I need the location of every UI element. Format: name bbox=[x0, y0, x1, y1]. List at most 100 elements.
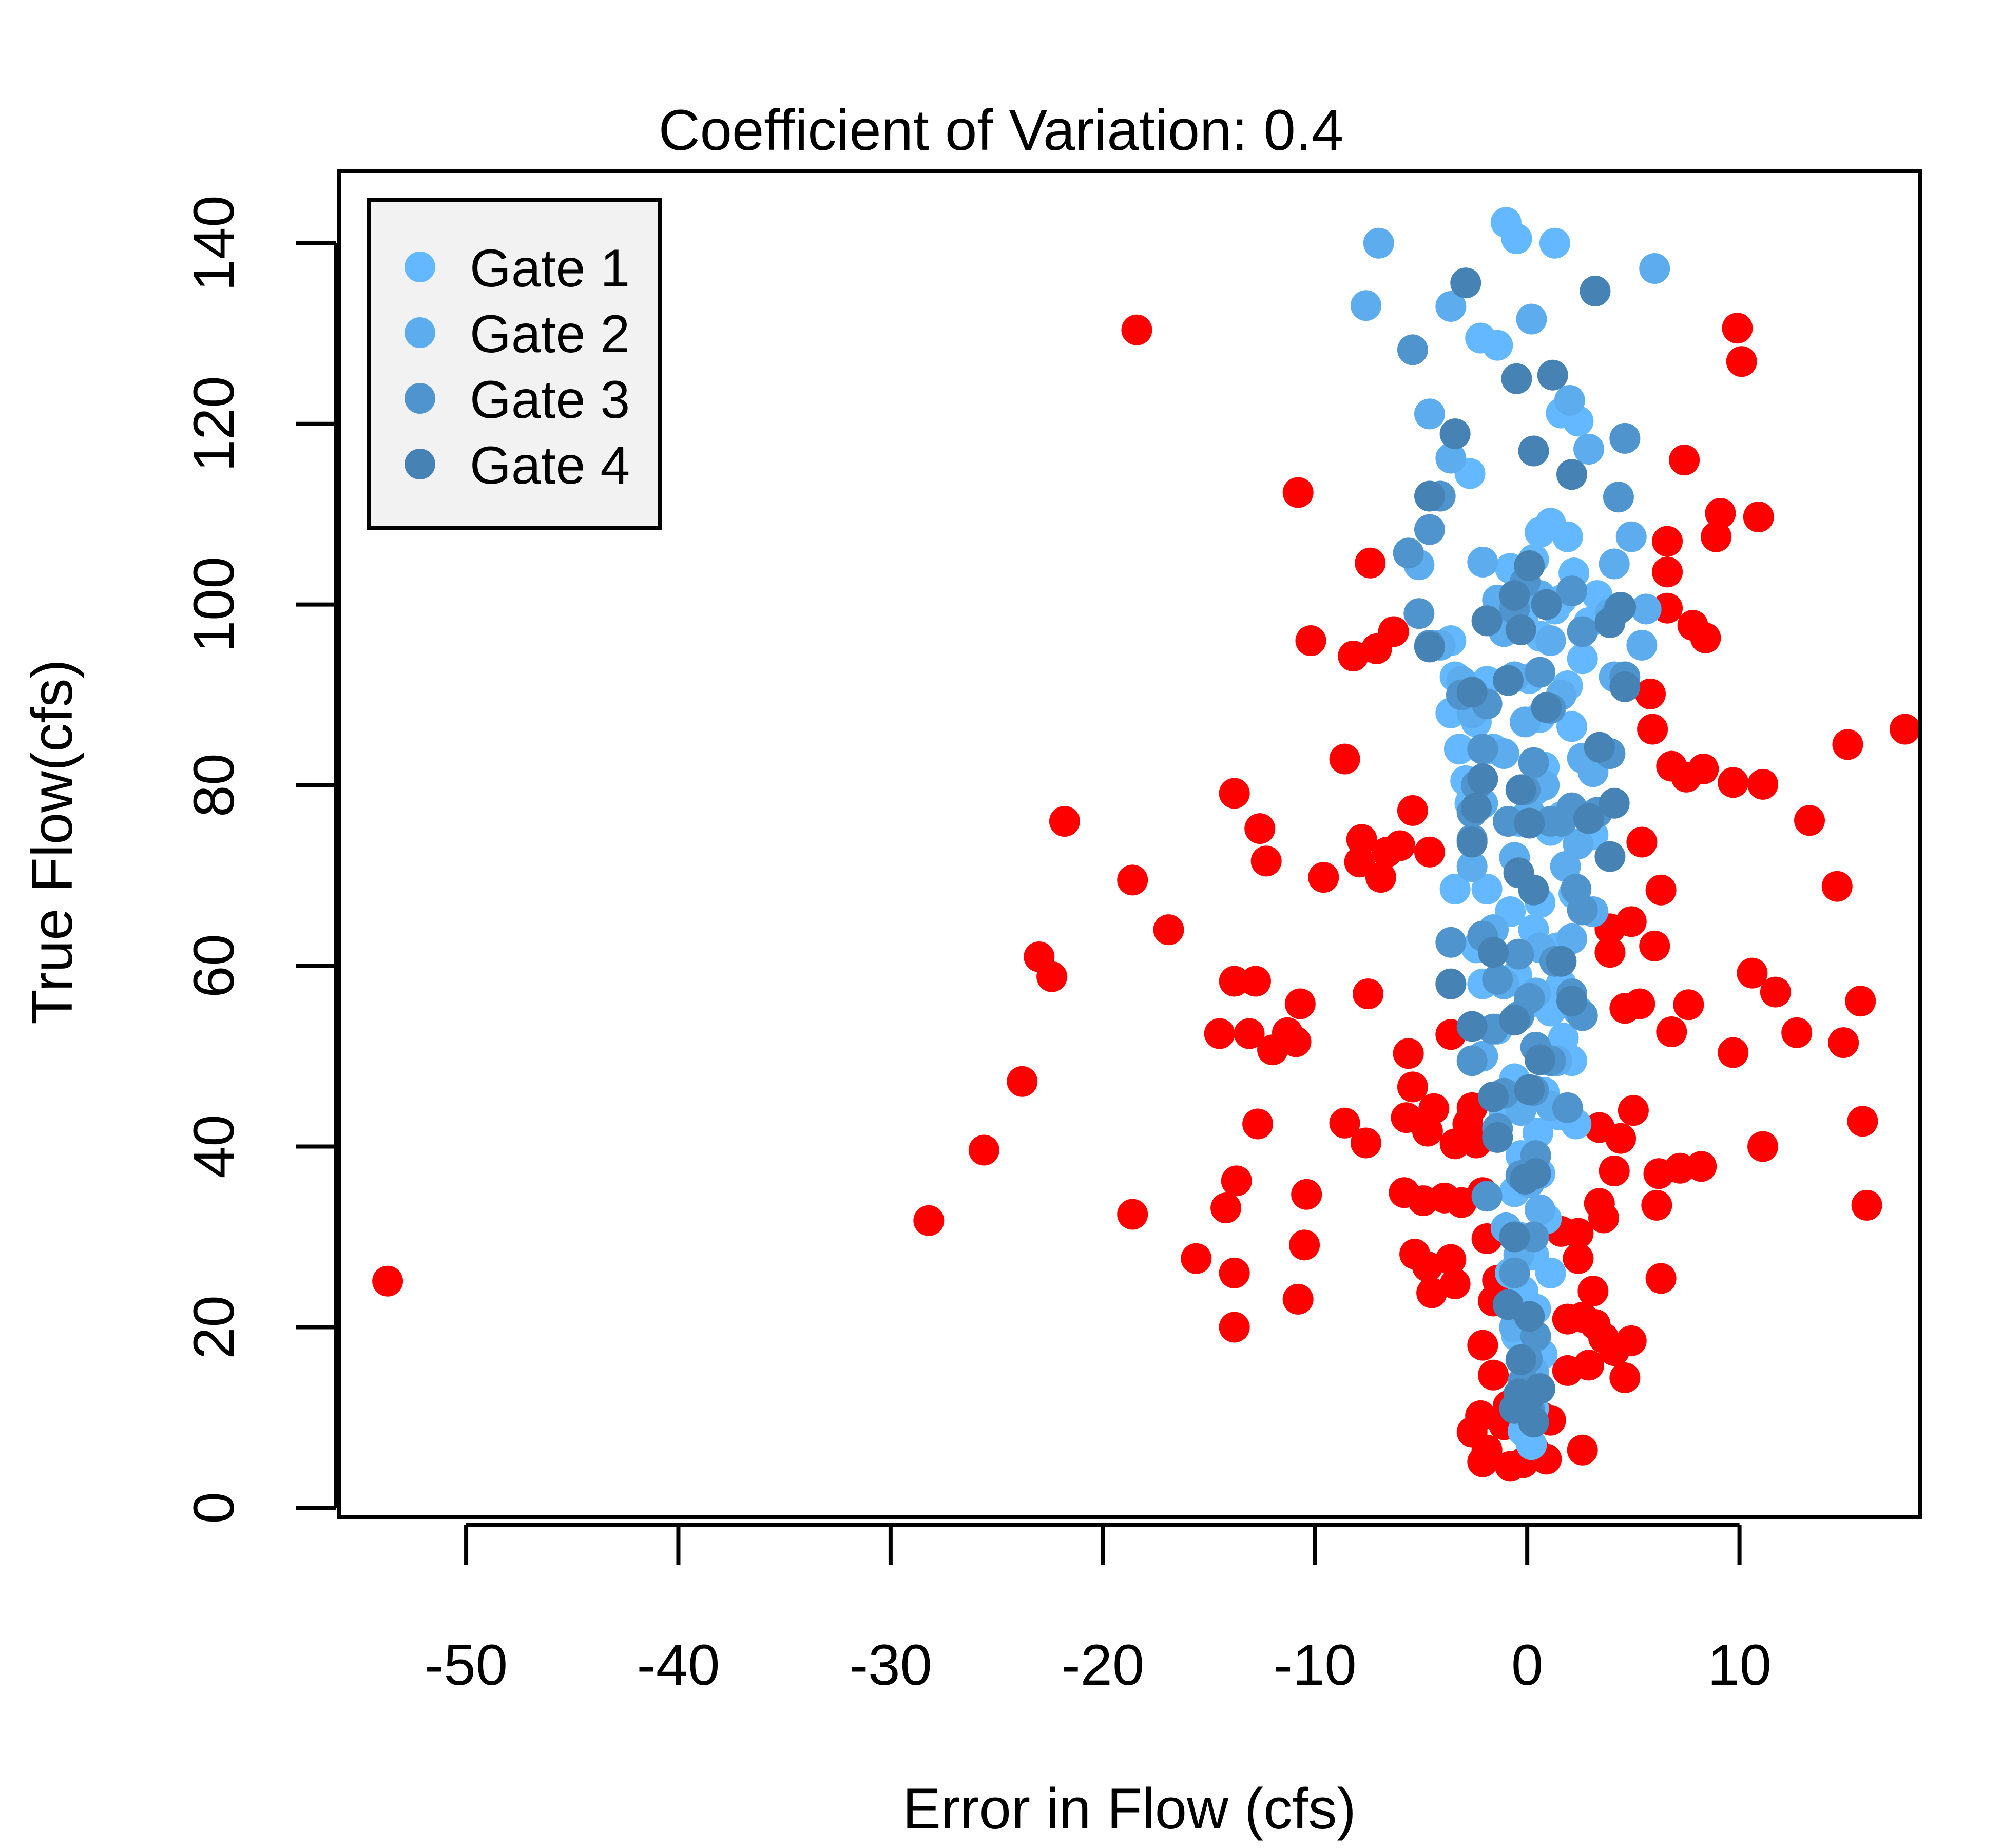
data-point bbox=[1594, 607, 1626, 638]
data-point bbox=[1747, 768, 1779, 800]
data-point bbox=[1656, 1016, 1687, 1048]
data-point bbox=[1435, 291, 1467, 322]
data-point bbox=[1365, 862, 1396, 893]
data-point bbox=[1524, 657, 1555, 688]
data-point bbox=[1384, 830, 1416, 861]
data-point bbox=[1615, 1325, 1647, 1356]
legend-marker bbox=[405, 317, 435, 348]
data-point bbox=[1531, 692, 1562, 723]
data-point bbox=[1524, 1194, 1555, 1225]
data-point bbox=[1516, 1429, 1547, 1460]
data-point bbox=[1397, 334, 1428, 365]
data-point bbox=[1524, 1044, 1555, 1075]
data-point bbox=[1482, 330, 1513, 361]
data-point bbox=[1499, 1257, 1530, 1288]
data-point bbox=[1531, 589, 1562, 620]
x-tick-label: -20 bbox=[1061, 1633, 1144, 1697]
data-point bbox=[1467, 546, 1498, 578]
data-point bbox=[1456, 1045, 1488, 1076]
y-axis: 0 20 40 60 80 100 120 140 bbox=[182, 195, 338, 1524]
data-point bbox=[1456, 677, 1488, 708]
data-point bbox=[1403, 598, 1435, 629]
x-tick-label: -50 bbox=[425, 1633, 508, 1697]
data-point bbox=[1609, 671, 1641, 702]
data-point bbox=[1467, 1330, 1498, 1361]
data-point bbox=[1552, 521, 1583, 552]
data-point bbox=[1416, 1277, 1448, 1308]
data-point bbox=[1393, 537, 1424, 569]
data-point bbox=[968, 1134, 999, 1166]
data-point bbox=[1499, 1221, 1530, 1253]
x-axis-label: Error in Flow (cfs) bbox=[902, 1777, 1356, 1841]
data-point bbox=[1478, 1359, 1509, 1391]
data-point bbox=[1522, 1118, 1553, 1149]
data-point bbox=[1594, 841, 1626, 872]
data-point bbox=[1518, 435, 1549, 467]
data-point bbox=[1244, 813, 1276, 844]
data-point bbox=[1514, 550, 1545, 582]
data-point bbox=[1350, 1127, 1381, 1159]
y-tick-label: 60 bbox=[182, 934, 246, 998]
data-point bbox=[1210, 1192, 1242, 1224]
data-point bbox=[1234, 1018, 1265, 1049]
data-point bbox=[1588, 1202, 1619, 1234]
data-point bbox=[1308, 862, 1339, 893]
data-point bbox=[1414, 836, 1445, 868]
data-point bbox=[1609, 422, 1641, 454]
data-point bbox=[1554, 384, 1585, 416]
data-point bbox=[1482, 964, 1513, 995]
data-point bbox=[1435, 927, 1467, 958]
data-point bbox=[1153, 914, 1184, 946]
data-point bbox=[1492, 665, 1524, 696]
data-point bbox=[1505, 1344, 1536, 1375]
data-point bbox=[1514, 807, 1545, 839]
data-point bbox=[1669, 445, 1700, 476]
data-point bbox=[1639, 930, 1670, 961]
data-point bbox=[1117, 1199, 1148, 1230]
data-point bbox=[1637, 714, 1668, 745]
data-point bbox=[1505, 774, 1536, 805]
data-point bbox=[1556, 711, 1587, 742]
data-point bbox=[1626, 629, 1658, 661]
series-4 bbox=[1414, 267, 1641, 1438]
data-point bbox=[1537, 359, 1568, 391]
legend-label: Gate 4 bbox=[470, 436, 630, 495]
legend-marker bbox=[405, 449, 435, 479]
data-point bbox=[1567, 643, 1598, 675]
data-point bbox=[1890, 714, 1921, 745]
data-point bbox=[1705, 497, 1736, 529]
data-point bbox=[1456, 851, 1488, 882]
chart-title: Coefficient of Variation: 0.4 bbox=[659, 98, 1343, 162]
data-point bbox=[1397, 1071, 1428, 1103]
x-axis: -50 -40 -30 -20 -10 0 10 bbox=[425, 1523, 1772, 1697]
data-point bbox=[1414, 514, 1445, 545]
data-point bbox=[1639, 253, 1670, 284]
data-point bbox=[1722, 313, 1753, 344]
data-point bbox=[1573, 1350, 1605, 1381]
data-point bbox=[1573, 803, 1605, 834]
data-point bbox=[1652, 556, 1683, 588]
data-point bbox=[1219, 778, 1250, 809]
data-point bbox=[1471, 605, 1503, 637]
y-tick-label: 40 bbox=[182, 1114, 246, 1179]
data-point bbox=[1690, 622, 1721, 653]
data-point bbox=[1743, 501, 1774, 532]
data-point bbox=[1556, 575, 1587, 607]
data-point bbox=[1514, 1301, 1545, 1332]
legend-label: Gate 3 bbox=[470, 370, 630, 430]
data-point bbox=[1524, 516, 1555, 548]
data-point bbox=[1363, 227, 1394, 259]
data-point bbox=[1535, 1257, 1566, 1288]
data-point bbox=[1794, 805, 1825, 836]
data-point bbox=[1117, 864, 1148, 896]
data-point bbox=[1439, 873, 1471, 904]
data-point bbox=[1552, 1092, 1583, 1123]
data-point bbox=[913, 1205, 945, 1236]
data-point bbox=[1460, 792, 1492, 823]
data-point bbox=[1049, 806, 1080, 837]
data-point bbox=[1350, 290, 1381, 321]
data-point bbox=[1510, 1163, 1541, 1195]
data-point bbox=[1603, 482, 1634, 513]
